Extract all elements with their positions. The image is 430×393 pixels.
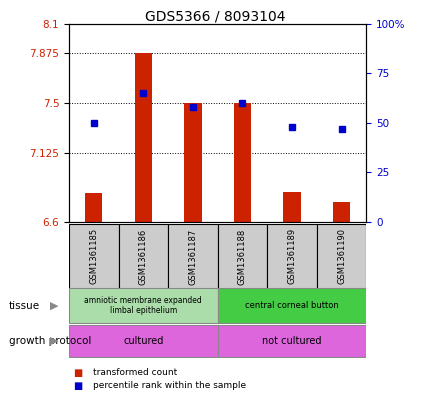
Text: GSM1361189: GSM1361189 — [287, 228, 296, 285]
Text: GSM1361187: GSM1361187 — [188, 228, 197, 285]
Text: ■: ■ — [73, 381, 82, 391]
Bar — [69, 325, 217, 357]
Bar — [168, 224, 217, 289]
Text: ■: ■ — [73, 367, 82, 378]
Bar — [267, 224, 316, 289]
Text: not cultured: not cultured — [261, 336, 321, 346]
Text: GDS5366 / 8093104: GDS5366 / 8093104 — [145, 10, 285, 24]
Text: growth protocol: growth protocol — [9, 336, 91, 346]
Bar — [85, 193, 102, 222]
Text: percentile rank within the sample: percentile rank within the sample — [92, 382, 245, 390]
Text: ▶: ▶ — [49, 301, 58, 310]
Text: cultured: cultured — [123, 336, 163, 346]
Text: tissue: tissue — [9, 301, 40, 310]
Bar — [283, 192, 300, 222]
Text: GSM1361188: GSM1361188 — [237, 228, 246, 285]
Bar — [69, 288, 217, 323]
Bar — [184, 103, 201, 222]
Text: GSM1361186: GSM1361186 — [138, 228, 147, 285]
Bar — [316, 224, 366, 289]
Text: central corneal button: central corneal button — [245, 301, 338, 310]
Text: amniotic membrane expanded
limbal epithelium: amniotic membrane expanded limbal epithe… — [84, 296, 202, 315]
Text: GSM1361185: GSM1361185 — [89, 228, 98, 285]
Text: transformed count: transformed count — [92, 368, 176, 377]
Bar — [134, 53, 152, 222]
Bar — [217, 288, 366, 323]
Bar — [69, 224, 118, 289]
Bar — [332, 202, 350, 222]
Bar — [217, 224, 267, 289]
Text: ▶: ▶ — [49, 336, 58, 346]
Bar — [233, 103, 251, 222]
Bar — [217, 325, 366, 357]
Text: GSM1361190: GSM1361190 — [336, 228, 345, 285]
Bar — [118, 224, 168, 289]
